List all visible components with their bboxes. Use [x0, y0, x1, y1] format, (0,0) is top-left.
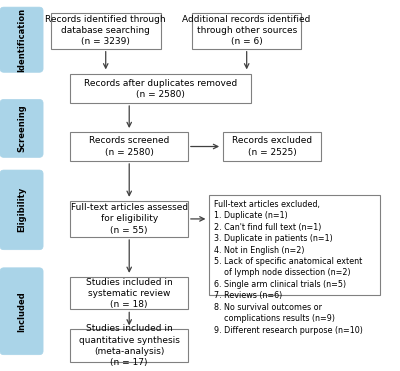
FancyBboxPatch shape	[0, 99, 43, 157]
FancyBboxPatch shape	[0, 170, 43, 250]
Text: Records identified through
database searching
(n = 3239): Records identified through database sear…	[46, 15, 166, 46]
Text: Records screened
(n = 2580): Records screened (n = 2580)	[89, 137, 170, 157]
Text: Eligibility: Eligibility	[17, 187, 26, 233]
FancyBboxPatch shape	[51, 13, 160, 49]
FancyBboxPatch shape	[70, 132, 188, 161]
Text: Full-text articles assessed
for eligibility
(n = 55): Full-text articles assessed for eligibil…	[71, 203, 188, 234]
FancyBboxPatch shape	[70, 201, 188, 237]
FancyBboxPatch shape	[70, 329, 188, 362]
FancyBboxPatch shape	[223, 132, 321, 161]
FancyBboxPatch shape	[70, 74, 250, 103]
FancyBboxPatch shape	[210, 196, 380, 295]
Text: Identification: Identification	[17, 8, 26, 72]
Text: Screening: Screening	[17, 105, 26, 152]
FancyBboxPatch shape	[70, 277, 188, 309]
Text: Additional records identified
through other sources
(n = 6): Additional records identified through ot…	[182, 15, 311, 46]
FancyBboxPatch shape	[0, 268, 43, 355]
FancyBboxPatch shape	[0, 7, 43, 72]
Text: Records after duplicates removed
(n = 2580): Records after duplicates removed (n = 25…	[84, 79, 237, 99]
FancyBboxPatch shape	[192, 13, 302, 49]
Text: Studies included in
systematic review
(n = 18): Studies included in systematic review (n…	[86, 278, 172, 309]
Text: Records excluded
(n = 2525): Records excluded (n = 2525)	[232, 137, 312, 157]
Text: Included: Included	[17, 291, 26, 332]
Text: Full-text articles excluded,
1. Duplicate (n=1)
2. Can't find full text (n=1)
3.: Full-text articles excluded, 1. Duplicat…	[214, 200, 363, 335]
Text: Studies included in
quantitative synthesis
(meta-analysis)
(n = 17): Studies included in quantitative synthes…	[79, 325, 180, 367]
